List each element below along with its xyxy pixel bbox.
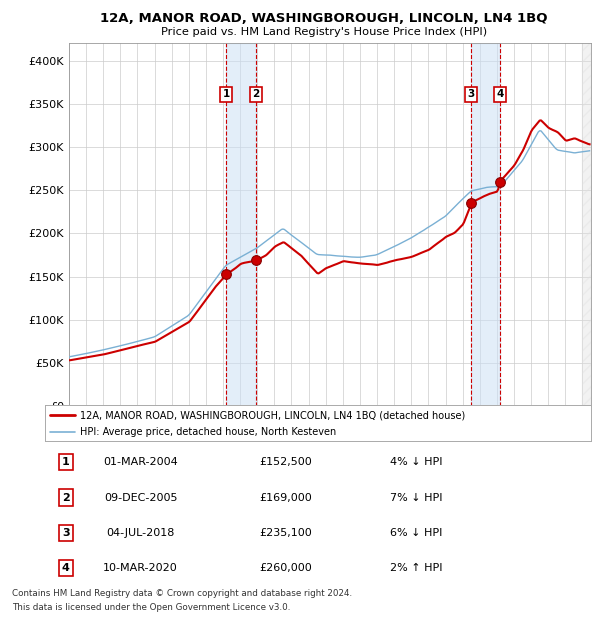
- Text: HPI: Average price, detached house, North Kesteven: HPI: Average price, detached house, Nort…: [80, 427, 337, 436]
- Text: 4% ↓ HPI: 4% ↓ HPI: [390, 457, 443, 467]
- Text: 10-MAR-2020: 10-MAR-2020: [103, 563, 178, 574]
- Text: 7% ↓ HPI: 7% ↓ HPI: [390, 492, 443, 503]
- Text: 2% ↑ HPI: 2% ↑ HPI: [390, 563, 443, 574]
- Text: £169,000: £169,000: [259, 492, 311, 503]
- Text: 01-MAR-2004: 01-MAR-2004: [103, 457, 178, 467]
- Text: 6% ↓ HPI: 6% ↓ HPI: [390, 528, 442, 538]
- Bar: [226, 43, 256, 406]
- Text: Contains HM Land Registry data © Crown copyright and database right 2024.: Contains HM Land Registry data © Crown c…: [12, 589, 352, 598]
- Bar: [583, 43, 591, 406]
- Text: 3: 3: [467, 89, 475, 99]
- Text: This data is licensed under the Open Government Licence v3.0.: This data is licensed under the Open Gov…: [12, 603, 290, 612]
- Text: 12A, MANOR ROAD, WASHINGBOROUGH, LINCOLN, LN4 1BQ (detached house): 12A, MANOR ROAD, WASHINGBOROUGH, LINCOLN…: [80, 410, 466, 420]
- Text: 4: 4: [62, 563, 70, 574]
- Text: £235,100: £235,100: [259, 528, 311, 538]
- Text: £260,000: £260,000: [259, 563, 311, 574]
- Text: 2: 2: [252, 89, 260, 99]
- Text: 4: 4: [496, 89, 504, 99]
- Text: Price paid vs. HM Land Registry's House Price Index (HPI): Price paid vs. HM Land Registry's House …: [161, 27, 487, 37]
- Text: 1: 1: [62, 457, 70, 467]
- Text: 2: 2: [62, 492, 70, 503]
- Text: 04-JUL-2018: 04-JUL-2018: [106, 528, 175, 538]
- Text: £152,500: £152,500: [259, 457, 311, 467]
- Text: 12A, MANOR ROAD, WASHINGBOROUGH, LINCOLN, LN4 1BQ: 12A, MANOR ROAD, WASHINGBOROUGH, LINCOLN…: [100, 12, 548, 25]
- Bar: [471, 43, 500, 406]
- Text: 3: 3: [62, 528, 70, 538]
- Text: 1: 1: [223, 89, 230, 99]
- Text: 09-DEC-2005: 09-DEC-2005: [104, 492, 178, 503]
